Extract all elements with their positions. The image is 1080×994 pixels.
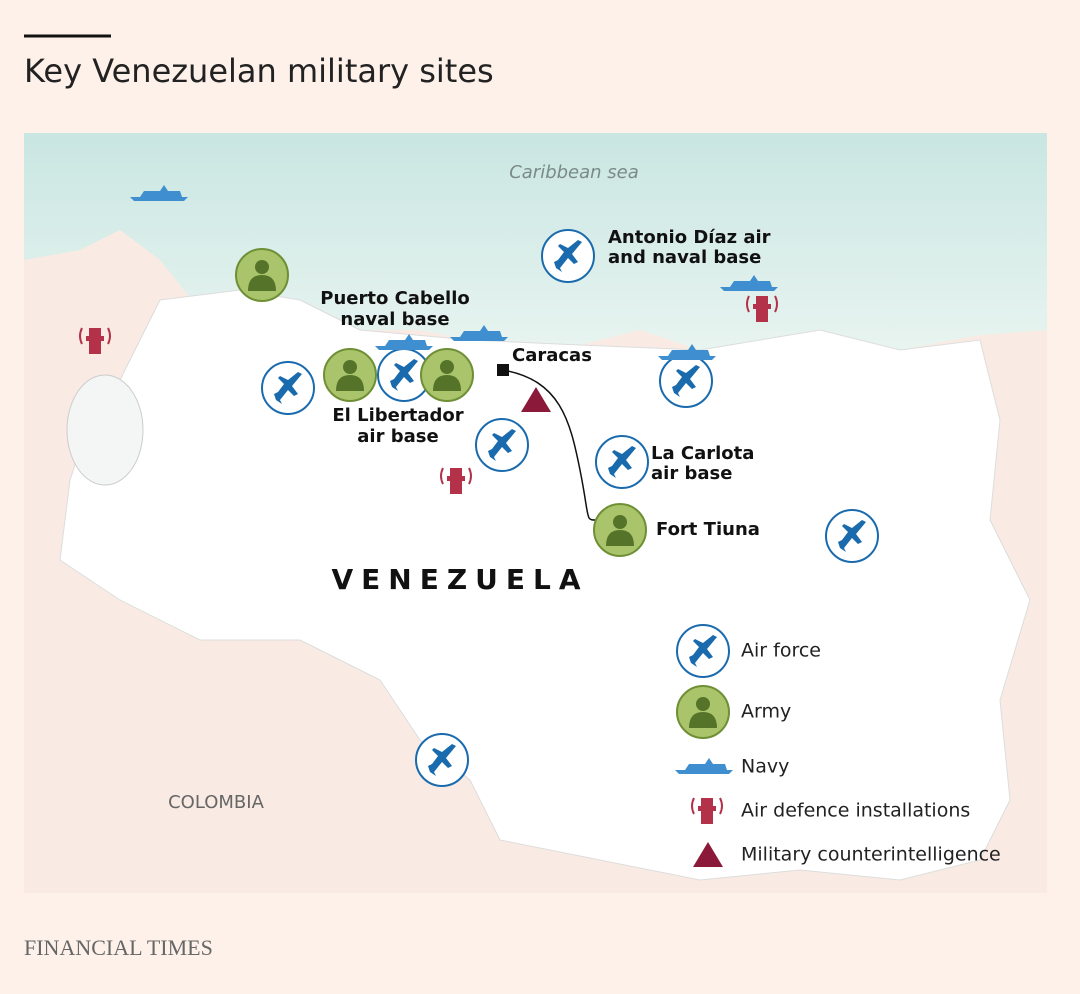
- site-label: Antonio Díaz air: [608, 227, 771, 248]
- legend-label: Military counterintelligence: [741, 844, 1001, 866]
- neighbor-label: COLOMBIA: [168, 792, 264, 813]
- site-label: Puerto Cabello: [320, 288, 469, 309]
- source: FINANCIAL TIMES: [24, 935, 213, 960]
- legend-label: Army: [741, 701, 791, 723]
- site-label: air base: [357, 426, 438, 447]
- title: Key Venezuelan military sites: [24, 52, 494, 90]
- legend-label: Navy: [741, 756, 789, 778]
- site-label: El Libertador: [332, 405, 463, 426]
- sea-label: Caribbean sea: [509, 162, 639, 183]
- site-label: naval base: [340, 309, 449, 330]
- legend-label: Air force: [741, 640, 821, 662]
- site-label: La Carlota: [651, 443, 754, 464]
- map: [24, 133, 1047, 893]
- site-label: air base: [651, 463, 732, 484]
- country-label: VENEZUELA: [331, 563, 588, 596]
- legend-label: Air defence installations: [741, 800, 970, 822]
- site-label: and naval base: [608, 247, 761, 268]
- site-label: Fort Tiuna: [656, 519, 760, 540]
- city-label: Caracas: [512, 345, 592, 366]
